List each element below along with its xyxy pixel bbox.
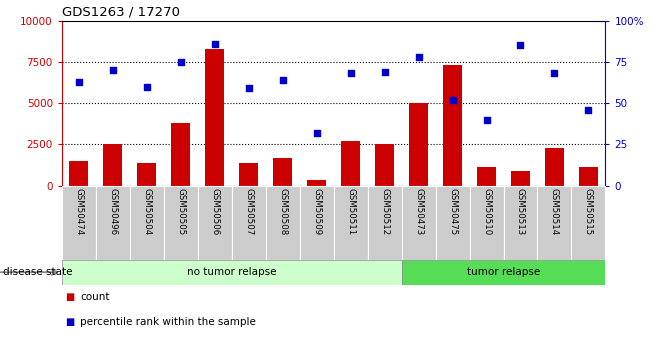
Text: ■: ■	[65, 292, 74, 302]
Bar	[96, 186, 130, 260]
Bar	[240, 162, 258, 186]
Text: GSM50496: GSM50496	[108, 188, 117, 235]
Bar	[104, 145, 122, 186]
Point	[413, 54, 424, 60]
Point	[210, 41, 220, 47]
Point	[243, 86, 254, 91]
Text: GSM50511: GSM50511	[346, 188, 355, 235]
Text: GSM50509: GSM50509	[312, 188, 321, 235]
Bar	[545, 148, 564, 186]
Text: GSM50513: GSM50513	[516, 188, 525, 235]
Text: GSM50507: GSM50507	[244, 188, 253, 235]
Text: GSM50508: GSM50508	[278, 188, 287, 235]
Bar	[368, 186, 402, 260]
Text: no tumor relapse: no tumor relapse	[187, 267, 277, 277]
Bar	[409, 103, 428, 186]
Point	[583, 107, 594, 112]
Point	[107, 67, 118, 73]
Bar	[164, 186, 198, 260]
Text: percentile rank within the sample: percentile rank within the sample	[80, 317, 256, 327]
Text: ■: ■	[65, 317, 74, 327]
Bar	[579, 167, 598, 186]
Point	[380, 69, 390, 75]
Bar	[503, 186, 538, 260]
Bar	[70, 161, 88, 186]
Text: GSM50475: GSM50475	[448, 188, 457, 235]
Point	[549, 71, 560, 76]
Text: GSM50504: GSM50504	[143, 188, 151, 235]
Bar	[402, 186, 436, 260]
Bar	[273, 158, 292, 186]
Point	[516, 43, 526, 48]
Bar	[130, 186, 164, 260]
Text: GDS1263 / 17270: GDS1263 / 17270	[62, 5, 180, 18]
Bar	[341, 141, 360, 186]
Text: GSM50474: GSM50474	[74, 188, 83, 235]
Bar	[171, 123, 190, 186]
Text: GSM50515: GSM50515	[584, 188, 593, 235]
Bar	[402, 260, 605, 285]
Text: count: count	[80, 292, 109, 302]
Bar	[307, 180, 326, 186]
Text: GSM50512: GSM50512	[380, 188, 389, 235]
Point	[481, 117, 492, 122]
Bar	[469, 186, 503, 260]
Text: tumor relapse: tumor relapse	[467, 267, 540, 277]
Bar	[436, 186, 469, 260]
Point	[447, 97, 458, 102]
Bar	[266, 186, 299, 260]
Bar	[572, 186, 605, 260]
Bar	[232, 186, 266, 260]
Point	[74, 79, 84, 85]
Bar	[443, 65, 462, 186]
Bar	[333, 186, 368, 260]
Text: GSM50514: GSM50514	[550, 188, 559, 235]
Text: GSM50506: GSM50506	[210, 188, 219, 235]
Bar	[511, 171, 530, 186]
Point	[346, 71, 356, 76]
Text: disease state: disease state	[3, 267, 73, 277]
Point	[277, 77, 288, 83]
Bar	[205, 49, 224, 186]
Bar	[137, 162, 156, 186]
Point	[176, 59, 186, 65]
Bar	[538, 186, 572, 260]
Bar	[62, 186, 96, 260]
Point	[311, 130, 322, 136]
Text: GSM50473: GSM50473	[414, 188, 423, 235]
Text: GSM50505: GSM50505	[176, 188, 186, 235]
Bar	[62, 260, 402, 285]
Point	[141, 84, 152, 89]
Text: GSM50510: GSM50510	[482, 188, 491, 235]
Bar	[299, 186, 333, 260]
Bar	[477, 167, 496, 186]
Bar	[375, 145, 394, 186]
Bar	[198, 186, 232, 260]
